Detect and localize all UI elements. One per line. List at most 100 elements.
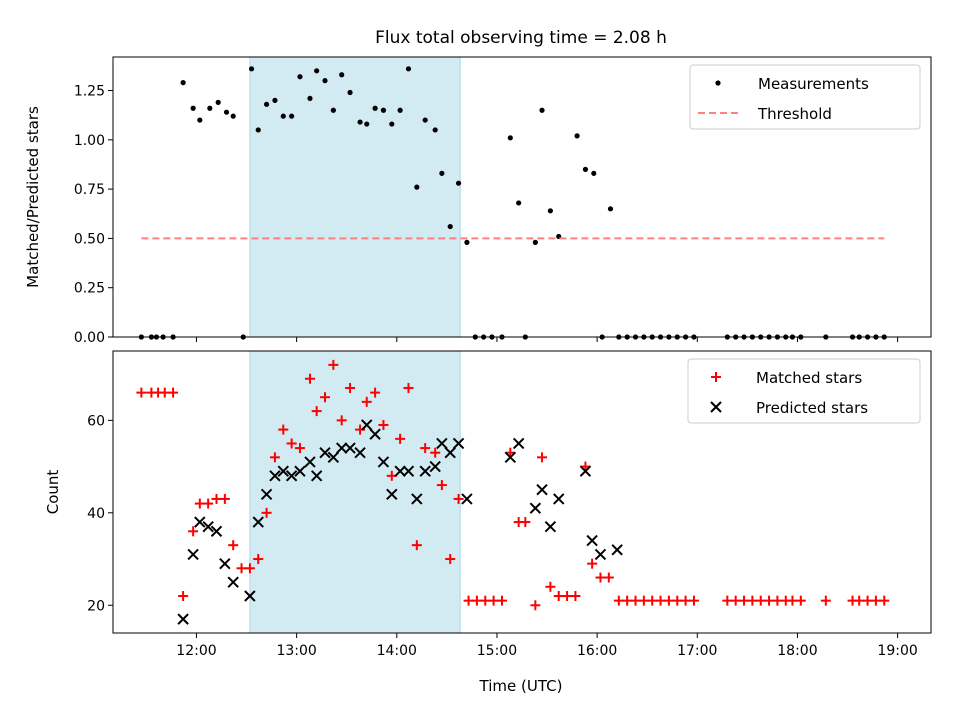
matched-star-point (870, 595, 881, 606)
predicted-star-point (319, 446, 331, 459)
matched-star-point (345, 382, 356, 393)
matched-star-point (253, 554, 264, 565)
matched-star-point (178, 591, 189, 602)
x-tick-label: 16:00 (577, 643, 617, 659)
x-b (294, 465, 306, 477)
matched-star-point (562, 591, 573, 602)
matched-star-point (463, 595, 474, 606)
measurement-point (397, 107, 403, 113)
x-b (177, 613, 189, 625)
legend-label: Threshold (757, 105, 832, 123)
measurement-point (197, 117, 203, 123)
x-tick-label: 14:00 (377, 643, 417, 659)
predicted-star-point (269, 470, 281, 482)
bottom-y-axis-label: Count (44, 470, 62, 515)
predicted-star-point (444, 446, 456, 459)
predicted-star-point (544, 520, 557, 533)
measurement-point (582, 166, 589, 172)
x-b (452, 437, 465, 450)
predicted-star-point (394, 465, 406, 477)
matched-star-point (320, 392, 331, 403)
measurement-point (507, 135, 513, 141)
y-tick-label: 1.00 (74, 133, 105, 149)
matched-star-point (159, 387, 170, 398)
legend-measurement-marker (715, 80, 721, 86)
measurement-point (263, 101, 270, 107)
predicted-star-point (177, 613, 189, 625)
matched-star-point (471, 595, 482, 606)
measurement-point (539, 107, 545, 113)
measurement-point (432, 127, 438, 133)
predicted-star-point (611, 544, 623, 556)
measurement-point (289, 113, 295, 119)
x-b (436, 437, 448, 450)
measurement-point (307, 95, 313, 102)
measurement-point (447, 223, 453, 230)
top-shade-rect (249, 56, 461, 338)
matched-star-point (553, 591, 564, 602)
measurement-point (380, 107, 387, 113)
matched-star-point (203, 498, 214, 509)
predicted-star-point (361, 419, 373, 431)
predicted-star-point (512, 437, 525, 450)
matched-star-point (269, 452, 280, 463)
y-tick-label: 0.75 (74, 182, 105, 198)
x-b (544, 520, 557, 533)
measurement-point (372, 105, 378, 111)
predicted-star-point (187, 548, 199, 561)
x-b (444, 446, 456, 459)
x-tick-label: 13:00 (276, 643, 316, 659)
x-b (354, 446, 366, 459)
y-tick-label: 0.50 (74, 231, 105, 247)
x-b (411, 493, 423, 505)
measurement-point (516, 200, 522, 206)
matched-star-point (595, 572, 606, 583)
predicted-star-point (529, 502, 542, 514)
measurement-point (574, 133, 580, 139)
matched-star-point (722, 595, 733, 606)
x-b (344, 442, 356, 454)
measurement-point (364, 121, 370, 127)
x-b (611, 544, 623, 556)
matched-star-point (820, 595, 831, 606)
predicted-star-point (436, 437, 448, 450)
predicted-star-point (586, 534, 598, 547)
top-plot-area (138, 66, 887, 340)
x-b (369, 428, 381, 440)
y-tick-label: 20 (87, 598, 105, 614)
predicted-star-point (304, 456, 316, 468)
predicted-star-point (294, 465, 306, 477)
matched-star-point (244, 563, 255, 574)
top-shaded-interval (249, 56, 461, 338)
bottom-legend-box (687, 358, 921, 424)
bottom-axis-ticks: 20 40 60 12:00 13:00 14:00 15:00 16:00 17:00 18:0… (87, 413, 918, 659)
matched-star-point (854, 595, 865, 606)
x-b (512, 437, 525, 450)
matched-star-point (480, 595, 491, 606)
measurement-point (180, 80, 186, 86)
y-tick-label: 60 (87, 413, 105, 429)
x-b (210, 525, 223, 538)
predicted-star-point (344, 442, 356, 454)
x-b (586, 534, 598, 547)
measurement-point (357, 119, 363, 125)
matched-star-point (520, 517, 531, 528)
bottom-axes-frame (112, 350, 932, 634)
matched-star-point (286, 438, 297, 449)
x-b (361, 419, 373, 431)
x-b (394, 465, 406, 477)
bottom-shaded-interval (249, 350, 461, 634)
matched-star-point (638, 595, 649, 606)
predicted-star-point (536, 483, 548, 496)
predicted-star-point (369, 428, 381, 440)
predicted-star-point (194, 516, 206, 528)
x-b (429, 460, 441, 473)
top-legend-box (689, 64, 921, 130)
matched-star-point (278, 424, 289, 435)
x-b (536, 483, 548, 496)
bottom-plot-area (136, 359, 890, 625)
measurement-point (223, 109, 230, 115)
x-tick-label: 19:00 (877, 643, 917, 659)
matched-star-point (879, 595, 890, 606)
